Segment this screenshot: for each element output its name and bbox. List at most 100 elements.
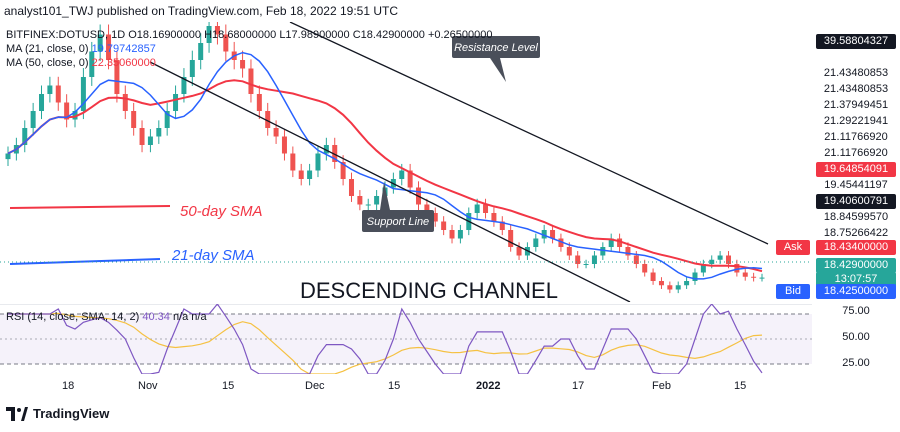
candle [198, 43, 204, 60]
candle [106, 34, 112, 60]
ask-badge: Ask [776, 240, 810, 255]
candle [164, 111, 170, 128]
ask-price-label: 18.43400000 [816, 240, 896, 255]
candle [80, 77, 86, 111]
ma21-legend[interactable]: MA (21, close, 0) 19.79742857 [6, 43, 156, 55]
ma50-price-label: 19.64854091 [816, 162, 896, 177]
price-label: 18.84599570 [823, 211, 889, 223]
candle [483, 204, 489, 213]
sma50-annotation: 50-day SMA [180, 203, 263, 220]
candle [265, 111, 271, 128]
candle [583, 264, 589, 265]
candle [47, 85, 53, 94]
rsi-legend[interactable]: RSI (14, close, SMA, 14, 2) 40.34 n/a n/… [6, 311, 207, 323]
candle [751, 276, 757, 278]
candle [457, 230, 463, 239]
candle [499, 221, 505, 230]
price-label: 21.37949451 [823, 99, 889, 111]
candle [273, 128, 279, 137]
candle [72, 111, 78, 120]
candle [281, 136, 287, 154]
price-label: 21.11766920 [824, 147, 888, 159]
candle [650, 272, 656, 281]
candle [533, 238, 539, 247]
candle [566, 247, 572, 256]
price-label: 18.75266422 [823, 227, 889, 239]
candle [717, 255, 723, 260]
bid-price-label: 18.42500000 [816, 284, 896, 299]
candle [407, 170, 413, 188]
candle [97, 34, 103, 52]
last-price-label: 18.42900000 [816, 258, 896, 273]
ma50-legend[interactable]: MA (50, close, 0) 22.35060000 [6, 57, 156, 69]
candle [240, 60, 246, 69]
candle [558, 238, 564, 247]
candle [139, 128, 145, 145]
candle [64, 102, 70, 120]
candle [692, 272, 698, 281]
chart-legend: BITFINEX:DOTUSD, 1D O18.16900000 H18.680… [6, 28, 493, 70]
support-callout: Support Line [362, 182, 434, 232]
candle [550, 230, 556, 239]
candle [684, 281, 690, 286]
ma21-line [7, 51, 763, 280]
candle [642, 264, 648, 273]
candle [147, 136, 153, 145]
bar-countdown: 13:07:57 [816, 272, 896, 287]
symbol-line[interactable]: BITFINEX:DOTUSD, 1D O18.16900000 H18.680… [6, 29, 493, 41]
candle [667, 285, 673, 290]
candle [591, 255, 597, 264]
candle [709, 259, 715, 264]
resistance-channel-line [289, 22, 769, 245]
candle [658, 281, 664, 286]
svg-text:Support Line: Support Line [367, 216, 429, 228]
svg-text:Resistance Level: Resistance Level [454, 42, 538, 54]
candle [5, 153, 11, 160]
candle [365, 204, 371, 206]
price-axis[interactable]: 39.58804327 21.43480853 21.43480853 21.3… [776, 22, 900, 374]
price-label: 21.43480853 [823, 83, 889, 95]
price-label: 21.43480853 [823, 67, 889, 79]
time-tick-year: 2022 [476, 380, 501, 392]
ma50-line [7, 79, 763, 273]
candle [315, 153, 321, 171]
tradingview-brand[interactable]: TradingView [6, 406, 109, 421]
time-tick: 15 [734, 380, 747, 392]
candle [290, 153, 296, 171]
candle [541, 230, 547, 239]
candle [39, 94, 45, 111]
candle [625, 247, 631, 256]
rsi-tick-75: 75.00 [842, 305, 870, 317]
rsi-pane[interactable]: RSI (14, close, SMA, 14, 2) 40.34 n/a n/… [0, 304, 812, 374]
channel-title: DESCENDING CHANNEL [300, 278, 558, 302]
bid-badge: Bid [776, 284, 810, 299]
candle [633, 255, 639, 264]
sma21-annotation: 21-day SMA [171, 247, 255, 264]
price-label: 21.29221941 [823, 115, 889, 127]
candle [156, 128, 162, 137]
price-chart[interactable]: Resistance Level Support Line 50-day SMA… [0, 22, 812, 302]
candle [214, 26, 220, 35]
candle [22, 128, 28, 145]
time-tick: 15 [388, 380, 401, 392]
candle [332, 145, 338, 162]
candles-group [5, 22, 765, 294]
candle [30, 111, 36, 128]
candle [508, 230, 514, 247]
candle [307, 170, 313, 179]
candle [474, 204, 480, 213]
time-tick: 18 [62, 380, 75, 392]
candle [298, 170, 304, 179]
tradingview-logo-icon [6, 406, 28, 421]
candle [348, 179, 354, 196]
candle [424, 204, 430, 213]
candle [223, 34, 229, 52]
rsi-tick-50: 50.00 [842, 331, 870, 343]
rsi-tick-25: 25.00 [842, 357, 870, 369]
candle [675, 285, 681, 290]
price-label-top: 39.58804327 [816, 34, 896, 49]
candle [516, 247, 522, 256]
time-axis[interactable]: 18 Nov 15 Dec 15 2022 17 Feb 15 [0, 376, 812, 396]
time-tick: Feb [652, 380, 671, 392]
published-header: analyst101_TWJ published on TradingView.… [0, 0, 900, 22]
